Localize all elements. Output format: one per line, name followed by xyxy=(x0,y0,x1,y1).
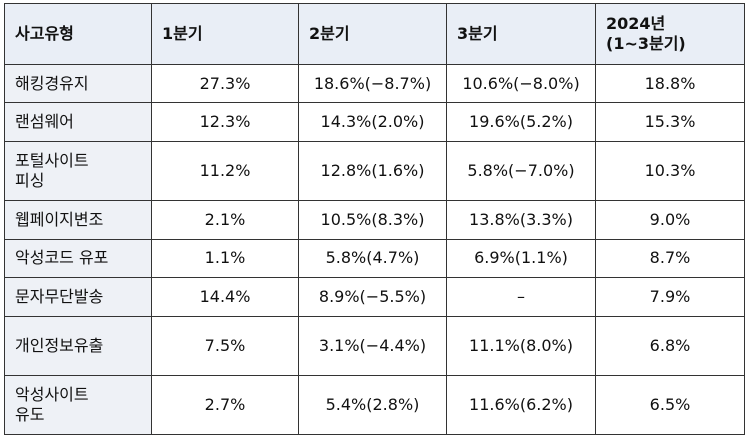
q2-cell: 5.8%(4.7%) xyxy=(298,238,447,279)
q3-cell: 11.1%(8.0%) xyxy=(446,315,596,376)
q2-cell: 3.1%(−4.4%) xyxy=(298,315,447,376)
q2-cell: 8.9%(−5.5%) xyxy=(298,277,447,317)
q1-cell: 12.3% xyxy=(151,102,299,142)
header-2024-total: 2024년 (1~3분기) xyxy=(595,3,745,65)
table-row: 랜섬웨어 12.3% 14.3%(2.0%) 19.6%(5.2%) 15.3% xyxy=(4,102,745,142)
q3-cell: – xyxy=(446,277,596,317)
incident-type-cell: 악성사이트 유도 xyxy=(4,374,152,436)
total-cell: 7.9% xyxy=(595,277,745,317)
q1-cell: 11.2% xyxy=(151,140,299,202)
q2-cell: 18.6%(−8.7%) xyxy=(298,63,447,104)
header-q3: 3분기 xyxy=(446,3,596,65)
incident-type-cell: 랜섬웨어 xyxy=(4,102,152,142)
header-row: 사고유형 1분기 2분기 3분기 2024년 (1~3분기) xyxy=(4,3,745,65)
q1-cell: 2.1% xyxy=(151,200,299,240)
q3-cell: 13.8%(3.3%) xyxy=(446,200,596,240)
q3-cell: 11.6%(6.2%) xyxy=(446,374,596,436)
q1-cell: 7.5% xyxy=(151,315,299,376)
table-row: 포털사이트 피싱 11.2% 12.8%(1.6%) 5.8%(−7.0%) 1… xyxy=(4,140,745,202)
table-row: 악성코드 유포 1.1% 5.8%(4.7%) 6.9%(1.1%) 8.7% xyxy=(4,238,745,279)
incident-type-cell: 악성코드 유포 xyxy=(4,238,152,279)
total-cell: 18.8% xyxy=(595,63,745,104)
total-cell: 6.5% xyxy=(595,374,745,436)
table-row: 문자무단발송 14.4% 8.9%(−5.5%) – 7.9% xyxy=(4,277,745,317)
incident-type-table: 사고유형 1분기 2분기 3분기 2024년 (1~3분기) 해킹경유지 27.… xyxy=(4,3,745,436)
total-cell: 15.3% xyxy=(595,102,745,142)
table-row: 웹페이지변조 2.1% 10.5%(8.3%) 13.8%(3.3%) 9.0% xyxy=(4,200,745,240)
header-q2: 2분기 xyxy=(298,3,447,65)
q3-cell: 19.6%(5.2%) xyxy=(446,102,596,142)
total-cell: 10.3% xyxy=(595,140,745,202)
table-row: 악성사이트 유도 2.7% 5.4%(2.8%) 11.6%(6.2%) 6.5… xyxy=(4,374,745,436)
incident-type-cell: 문자무단발송 xyxy=(4,277,152,317)
q3-cell: 10.6%(−8.0%) xyxy=(446,63,596,104)
total-cell: 8.7% xyxy=(595,238,745,279)
q3-cell: 5.8%(−7.0%) xyxy=(446,140,596,202)
q1-cell: 27.3% xyxy=(151,63,299,104)
header-q1: 1분기 xyxy=(151,3,299,65)
q3-cell: 6.9%(1.1%) xyxy=(446,238,596,279)
incident-type-cell: 포털사이트 피싱 xyxy=(4,140,152,202)
table-row: 해킹경유지 27.3% 18.6%(−8.7%) 10.6%(−8.0%) 18… xyxy=(4,63,745,104)
table-row: 개인정보유출 7.5% 3.1%(−4.4%) 11.1%(8.0%) 6.8% xyxy=(4,315,745,376)
q2-cell: 10.5%(8.3%) xyxy=(298,200,447,240)
q2-cell: 12.8%(1.6%) xyxy=(298,140,447,202)
header-incident-type: 사고유형 xyxy=(4,3,152,65)
q1-cell: 1.1% xyxy=(151,238,299,279)
q2-cell: 14.3%(2.0%) xyxy=(298,102,447,142)
incident-type-cell: 개인정보유출 xyxy=(4,315,152,376)
total-cell: 6.8% xyxy=(595,315,745,376)
total-cell: 9.0% xyxy=(595,200,745,240)
q1-cell: 2.7% xyxy=(151,374,299,436)
incident-type-cell: 웹페이지변조 xyxy=(4,200,152,240)
q1-cell: 14.4% xyxy=(151,277,299,317)
incident-type-cell: 해킹경유지 xyxy=(4,63,152,104)
q2-cell: 5.4%(2.8%) xyxy=(298,374,447,436)
